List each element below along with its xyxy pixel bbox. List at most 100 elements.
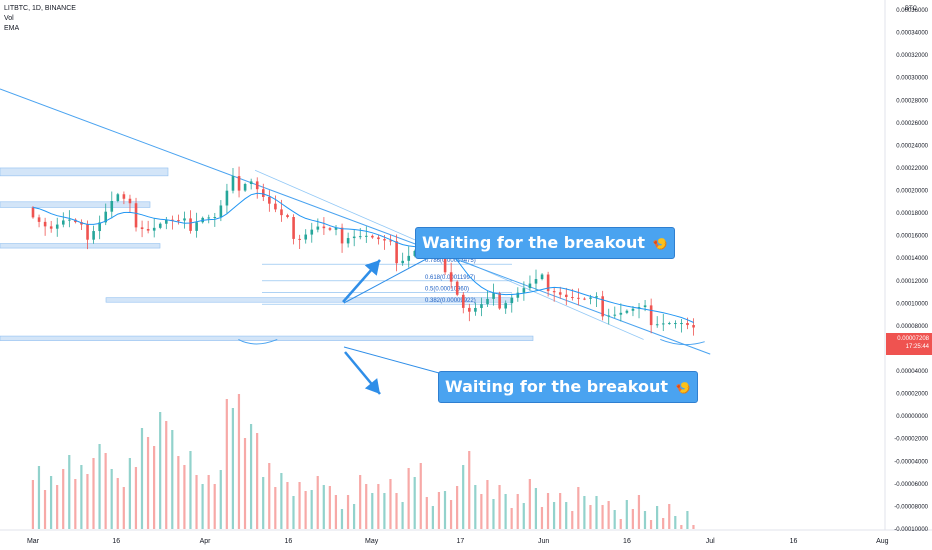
volume-bar	[577, 487, 580, 529]
y-tick-label: 0.00034000	[896, 31, 928, 37]
volume-bar	[201, 484, 204, 529]
volume-bar	[43, 490, 47, 529]
x-tick-label: Mar	[27, 538, 40, 545]
candle-body	[243, 184, 247, 191]
candle-body	[68, 219, 71, 221]
candle-body	[62, 220, 65, 225]
candle-body	[110, 200, 114, 212]
fib-level-label: 0.382(0.00009922)	[425, 298, 476, 304]
volume-bar	[249, 424, 253, 529]
y-tick-label: 0.00012000	[896, 279, 928, 285]
y-tick-label: -0.00006000	[894, 482, 928, 488]
candle-body	[661, 323, 665, 325]
candle-body	[492, 293, 495, 299]
volume-bar	[468, 451, 471, 529]
y-tick-label: 0.00004000	[896, 369, 928, 375]
volume-bar	[674, 516, 677, 529]
volume-bar	[92, 458, 95, 529]
volume-bar	[334, 495, 338, 529]
volume-bar	[480, 494, 483, 529]
candle-body	[455, 281, 459, 295]
candle-body	[552, 291, 556, 293]
volume-bar	[692, 525, 695, 529]
volume-bar	[571, 511, 574, 529]
candle-body	[207, 217, 211, 219]
volume-bar	[589, 505, 592, 529]
candle-body	[504, 303, 508, 309]
candle-body	[407, 255, 411, 261]
zone-band	[0, 243, 161, 249]
fib-level-label: 0.5(0.00010960)	[425, 287, 469, 293]
volume-bar	[371, 493, 374, 529]
volume-bar	[389, 479, 392, 529]
countdown-timer: 17:25:44	[905, 344, 929, 350]
volume-bar	[74, 479, 77, 529]
candle-body	[322, 226, 326, 229]
candle-body	[237, 176, 241, 191]
candle-body	[461, 294, 465, 308]
y-tick-label: 0.00002000	[896, 392, 928, 398]
candle-body	[601, 296, 604, 317]
y-tick-label: 0.00036000	[896, 8, 928, 14]
candle-body	[668, 323, 671, 325]
volume-bar	[56, 485, 59, 529]
volume-bar	[219, 470, 222, 529]
candle-body	[383, 239, 386, 241]
candle-body	[522, 288, 526, 293]
annotation-lower[interactable]: Waiting for the breakout 🍤	[438, 371, 698, 403]
candle-body	[268, 196, 271, 204]
candle-body	[643, 305, 647, 308]
volume-bar	[686, 511, 689, 529]
candle-body	[261, 189, 265, 197]
candle-body	[316, 226, 320, 230]
arrow-down-head	[364, 378, 380, 394]
candle-body	[528, 283, 532, 289]
candle-body	[565, 294, 568, 298]
candle-body	[595, 296, 598, 298]
volume-bar	[619, 519, 622, 529]
volume-bar	[274, 487, 277, 529]
volume-bar	[134, 467, 138, 529]
volume-bar	[546, 493, 550, 529]
candle-body	[613, 314, 617, 316]
annotation-upper-connector	[343, 256, 431, 304]
volume-bar	[498, 485, 501, 529]
candle-body	[680, 323, 683, 325]
y-tick-label: 0.00010000	[896, 301, 928, 307]
candle-body	[377, 237, 380, 240]
x-tick-label: Aug	[876, 538, 889, 545]
volume-bar	[310, 490, 313, 529]
volume-bar	[462, 465, 465, 529]
candle-body	[480, 304, 483, 308]
volume-bar	[104, 453, 107, 529]
candle-body	[158, 223, 162, 228]
volume-bar	[662, 518, 665, 529]
volume-bar	[668, 504, 671, 529]
candle-body	[371, 235, 374, 238]
volume-bar	[559, 493, 562, 529]
volume-bar	[159, 412, 162, 529]
candle-body	[165, 219, 168, 224]
candle-body	[474, 307, 477, 312]
candle-body	[98, 222, 101, 232]
volume-bar	[146, 437, 150, 529]
volume-bar	[49, 476, 53, 529]
x-tick-label: Jul	[706, 538, 715, 545]
candle-body	[577, 297, 580, 299]
shrimp-icon: 🍤	[652, 237, 668, 251]
volume-bar	[456, 486, 459, 529]
annotation-upper-text: Waiting for the breakout	[422, 233, 646, 252]
zone-band	[0, 335, 534, 341]
volume-bar	[322, 485, 325, 529]
candle-body	[358, 236, 362, 238]
candle-body	[583, 298, 586, 300]
x-tick-label: Apr	[200, 538, 212, 545]
candle-body	[292, 217, 295, 239]
candle-body	[655, 324, 659, 326]
annotation-upper[interactable]: Waiting for the breakout 🍤	[415, 227, 675, 259]
candle-body	[498, 293, 501, 309]
candle-body	[686, 323, 689, 326]
volume-bar	[183, 465, 186, 529]
volume-bar	[110, 469, 113, 529]
